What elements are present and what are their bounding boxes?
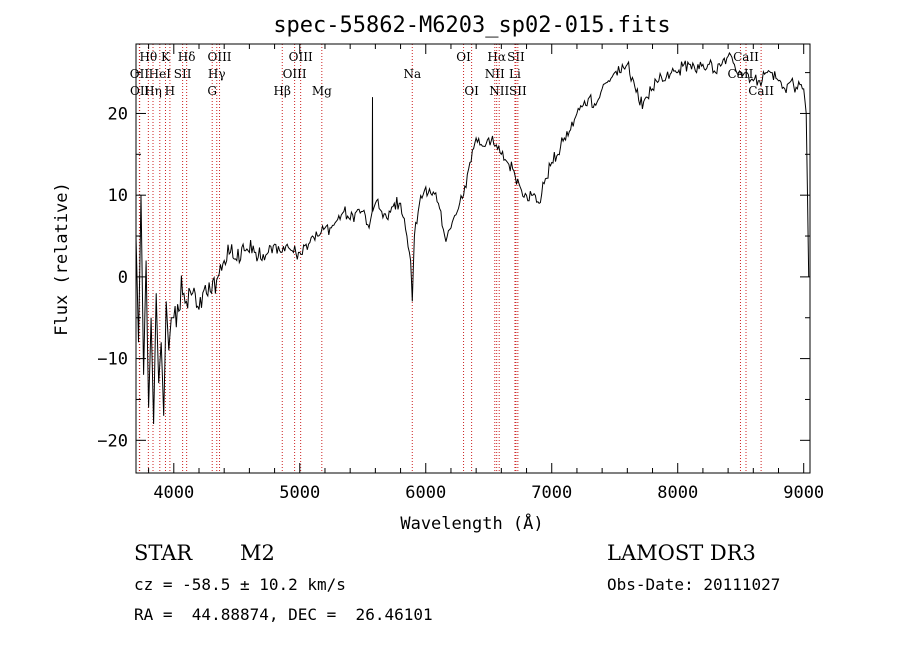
x-tick-label-7000: 7000	[531, 483, 572, 503]
observation-date: Obs-Date: 20111027	[607, 575, 781, 594]
survey-name: LAMOST DR3	[607, 541, 756, 565]
line-label-2: OII	[130, 84, 150, 98]
y-tick-label--20: −20	[97, 431, 128, 451]
line-label-13: OIII	[289, 50, 313, 64]
x-tick-label-5000: 5000	[279, 483, 320, 503]
line-label-6: SII	[174, 67, 192, 81]
object-class: STAR	[134, 541, 193, 565]
line-label-10: Hγ	[208, 67, 226, 81]
line-label-21: NII	[485, 67, 505, 81]
line-label-0: Hθ	[139, 50, 157, 64]
line-label-20: SII	[507, 50, 525, 64]
spectrum-series	[135, 51, 810, 425]
spectrum-chart: spec-55862-M6203_sp02-015.fits HθOIIOIIH…	[52, 13, 824, 534]
line-label-5: HeI	[149, 67, 172, 81]
y-tick-label--10: −10	[97, 350, 128, 370]
line-label-7: H	[165, 84, 175, 98]
line-label-18: OI	[464, 84, 479, 98]
y-tick-label-20: 20	[108, 104, 128, 124]
line-label-16: Na	[403, 67, 421, 81]
y-tick-label-0: 0	[118, 268, 128, 288]
line-label-23: NII	[489, 84, 509, 98]
line-label-17: OI	[456, 50, 471, 64]
line-label-24: SII	[509, 84, 527, 98]
line-label-4: K	[161, 50, 171, 64]
object-subclass: M2	[240, 541, 275, 565]
line-label-12: Hβ	[274, 84, 291, 98]
axis-ticks: 4000 5000 6000 7000 8000 9000 −20 −10 0 10 20	[97, 44, 824, 503]
x-tick-label-6000: 6000	[405, 483, 446, 503]
line-label-22: Li	[509, 67, 521, 81]
line-label-27: CaII	[748, 84, 774, 98]
y-axis-label: Flux (relative)	[52, 182, 72, 336]
plot-frame	[135, 43, 811, 474]
line-label-25: CaII	[733, 50, 759, 64]
line-label-15: Mg	[312, 84, 332, 98]
y-tick-label-10: 10	[108, 186, 128, 206]
chart-title: spec-55862-M6203_sp02-015.fits	[273, 13, 670, 38]
line-label-14: OIII	[283, 67, 307, 81]
line-label-11: G	[207, 84, 217, 98]
coordinates: RA = 44.88874, DEC = 26.46101	[134, 605, 433, 624]
x-tick-label-4000: 4000	[153, 483, 194, 503]
line-label-9: OIII	[207, 50, 231, 64]
line-label-3: Hη	[144, 84, 162, 98]
redshift-cz: cz = -58.5 ± 10.2 km/s	[134, 575, 346, 594]
line-label-19: Hα	[487, 50, 506, 64]
x-axis-label: Wavelength (Å)	[400, 512, 543, 534]
x-tick-label-8000: 8000	[657, 483, 698, 503]
line-label-8: Hδ	[178, 50, 196, 64]
line-label-26: CaII	[728, 67, 754, 81]
x-tick-label-9000: 9000	[783, 483, 824, 503]
